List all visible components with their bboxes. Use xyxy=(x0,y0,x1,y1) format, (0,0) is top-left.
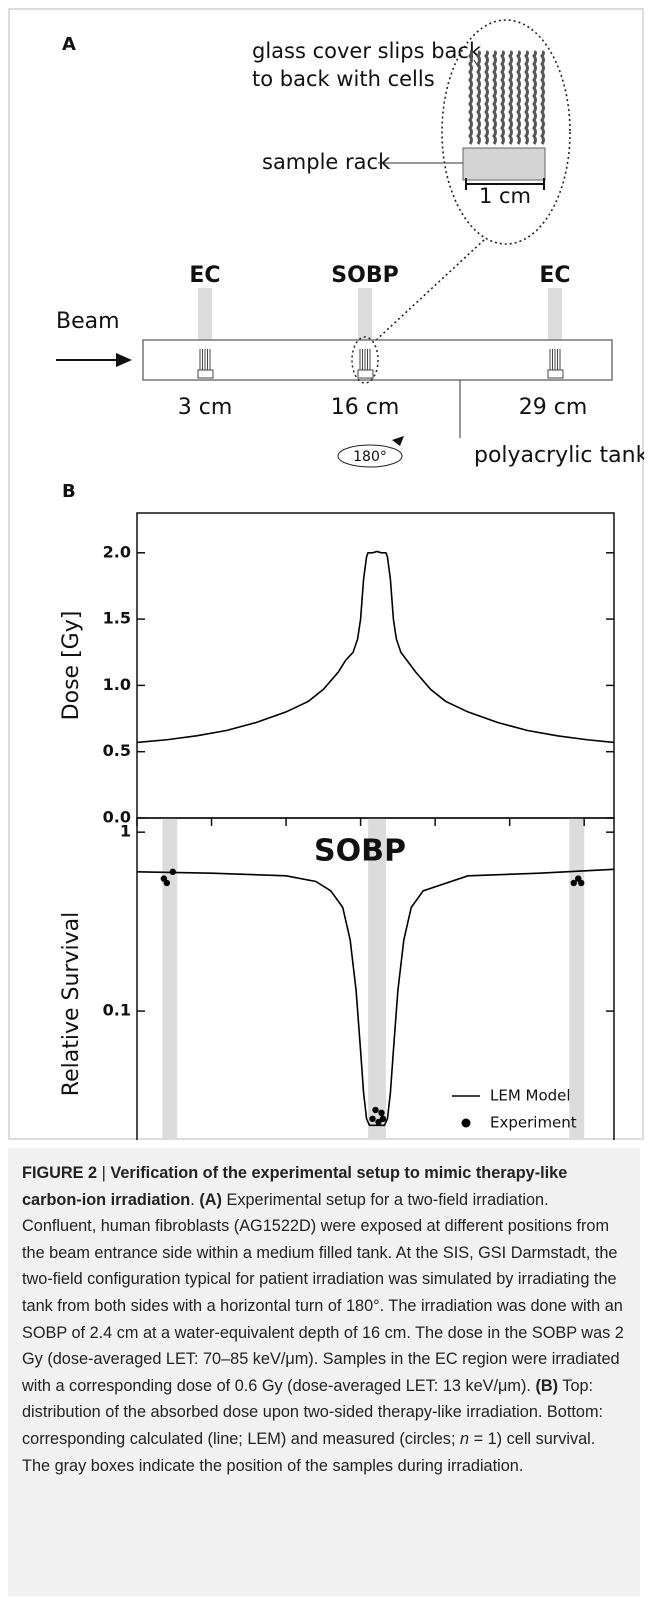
plot-frame xyxy=(136,817,615,1140)
beam-column xyxy=(548,288,562,340)
legend-dot xyxy=(461,1118,471,1128)
cover-slip xyxy=(476,50,481,145)
caption-title: Verification of the experimental setup t… xyxy=(22,1164,568,1209)
legend-label: LEM Model xyxy=(490,1087,571,1105)
y-tick-label: 1.5 xyxy=(103,609,131,628)
panel-label: B xyxy=(62,481,76,502)
callout-text: glass cover slips back xyxy=(252,39,482,63)
callout-text: to back with cells xyxy=(252,67,435,91)
sample-rack xyxy=(462,147,546,181)
data-point xyxy=(169,868,176,876)
data-point xyxy=(578,879,585,887)
caption: FIGURE 2 | Verification of the experimen… xyxy=(8,1148,640,1596)
sample-band xyxy=(162,818,178,1140)
rack-label: sample rack xyxy=(262,150,391,174)
data-line xyxy=(136,550,615,744)
annotation: SOBP xyxy=(314,834,406,869)
beam-text: Beam xyxy=(56,309,120,334)
sample-band xyxy=(569,818,585,1140)
caption-italic: n xyxy=(460,1429,470,1448)
data-point xyxy=(378,1109,385,1117)
beam-label: SOBP xyxy=(331,263,398,288)
cover-slip xyxy=(540,50,545,145)
caption-text: = 1) cell survival. The gray boxes indic… xyxy=(22,1429,596,1475)
y-tick-label: 0.5 xyxy=(103,741,131,760)
y-tick-label: 1 xyxy=(120,822,131,841)
data-point xyxy=(570,879,577,887)
figure-border xyxy=(8,8,644,1140)
cover-slip xyxy=(516,50,521,145)
depth-label: 16 cm xyxy=(331,395,400,420)
zoom-link xyxy=(373,239,485,343)
tank xyxy=(142,339,613,381)
panel-label: A xyxy=(62,34,76,55)
panel-ref: (B) xyxy=(535,1376,559,1395)
cover-slip xyxy=(484,50,489,145)
y-axis-label: Dose [Gy] xyxy=(59,611,84,721)
cover-slip xyxy=(524,50,529,145)
caption-text: Top: distribution of the absorbed dose u… xyxy=(22,1376,604,1448)
data-line xyxy=(136,868,615,1127)
data-point xyxy=(369,1115,376,1123)
y-tick-label: 2.0 xyxy=(103,542,131,561)
rack xyxy=(357,369,374,379)
figure: A glass cover slips back to back with ce… xyxy=(8,8,644,1140)
caption-text: Experimental setup for a two-field irrad… xyxy=(22,1190,624,1395)
rotation-ellipse xyxy=(337,444,403,468)
data-point xyxy=(372,1106,379,1114)
caption-sep: | xyxy=(97,1164,111,1182)
y-tick-label: 0.0 xyxy=(103,808,131,827)
beam-label: EC xyxy=(189,263,220,288)
scale-label: 1 cm xyxy=(479,184,531,208)
data-point xyxy=(379,1115,387,1123)
cover-slip xyxy=(532,50,537,145)
beam-arrow-head xyxy=(116,353,132,367)
legend-label: Experiment xyxy=(490,1114,577,1132)
y-axis-label: Relative Survival xyxy=(59,912,84,1096)
panel-ref: (A) xyxy=(199,1190,222,1209)
beam-label: EC xyxy=(539,263,570,288)
rotation-arrow xyxy=(392,436,404,446)
cover-slip xyxy=(468,50,473,145)
y-tick-label: 1.0 xyxy=(103,675,131,694)
zoom-ellipse xyxy=(441,19,571,245)
beam-column xyxy=(198,288,212,340)
rack xyxy=(197,369,214,379)
zoom-source xyxy=(351,336,379,384)
beam-column xyxy=(358,288,372,340)
rotation-label: 180° xyxy=(353,449,387,465)
data-point xyxy=(163,879,171,887)
data-point xyxy=(375,1118,382,1126)
cover-slips xyxy=(468,50,545,145)
plot-frame xyxy=(136,512,615,819)
cover-slip xyxy=(508,50,513,145)
y-tick-label: 0.1 xyxy=(103,1001,131,1020)
rack xyxy=(547,369,564,379)
caption-label: FIGURE 2 xyxy=(22,1164,98,1182)
sample-band xyxy=(368,818,386,1140)
depth-label: 3 cm xyxy=(178,395,233,420)
tank-samples xyxy=(197,349,564,379)
tank-label: polyacrylic tank xyxy=(474,443,644,468)
cover-slip xyxy=(492,50,497,145)
depth-label: 29 cm xyxy=(519,395,588,420)
cover-slip xyxy=(500,50,505,145)
